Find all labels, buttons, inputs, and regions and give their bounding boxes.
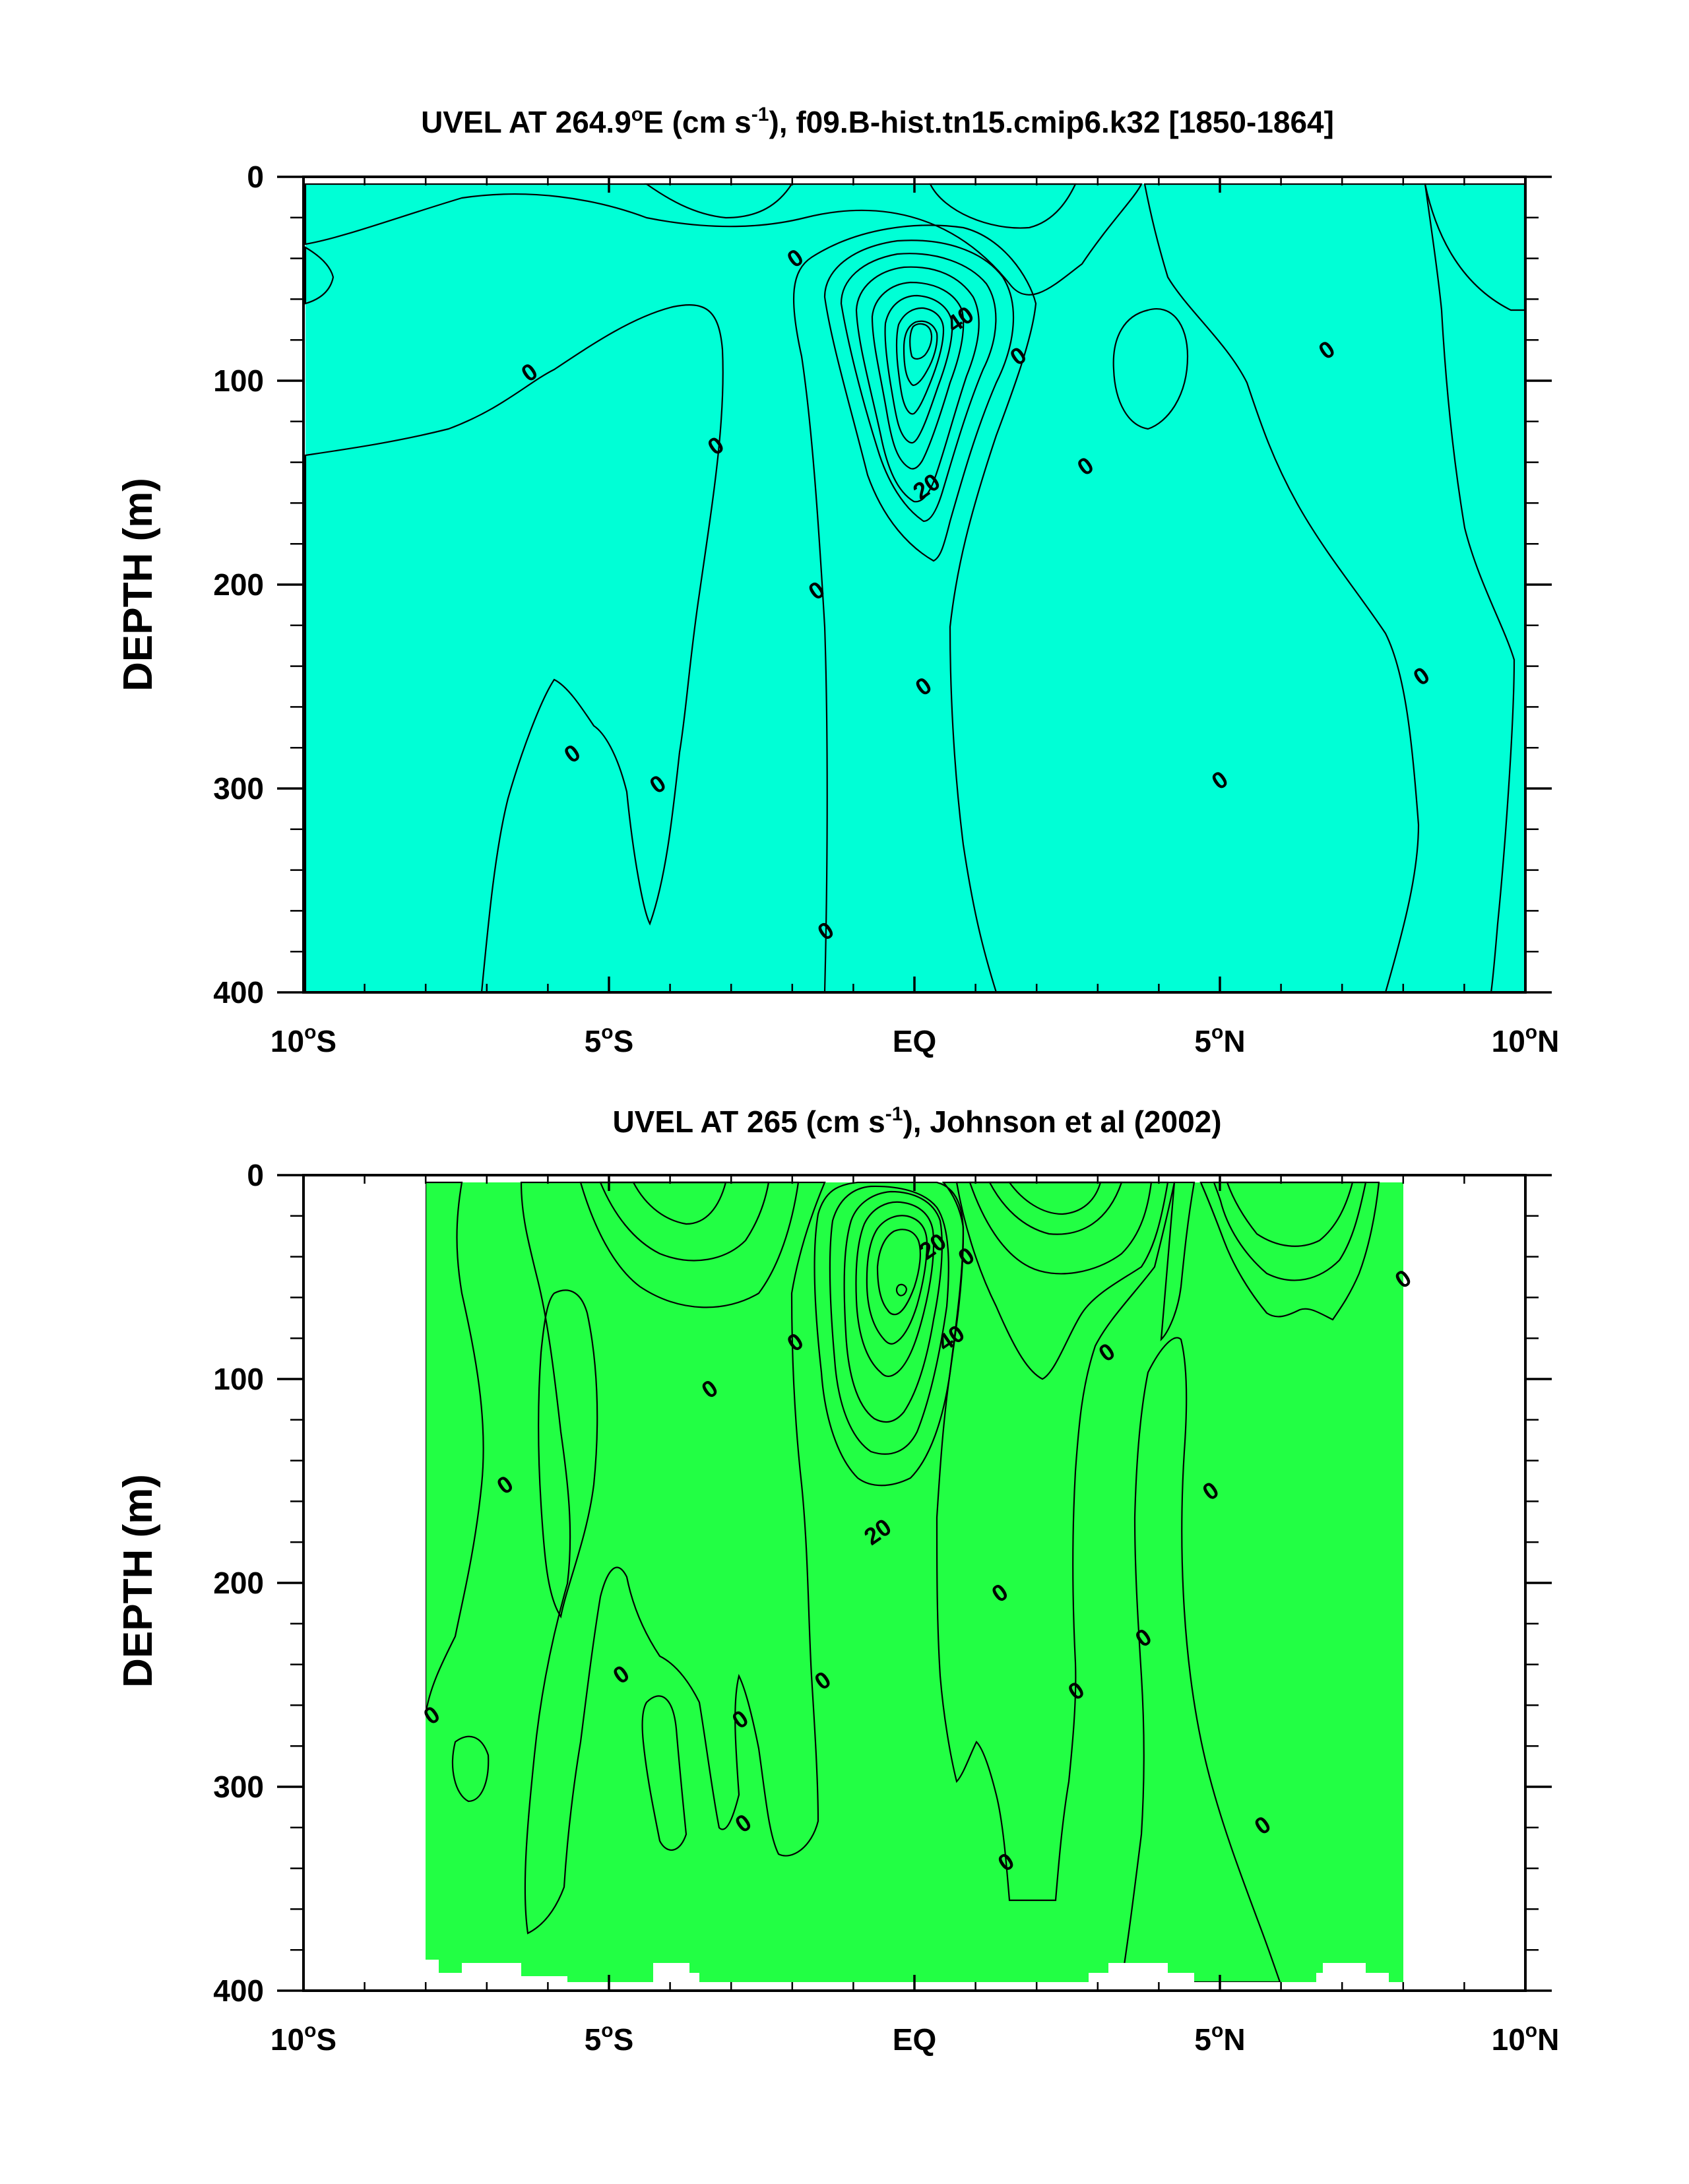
fill-p25-east-surface: [1226, 1181, 1354, 1247]
mask-right: [1403, 1175, 1525, 1991]
field-background: [426, 1182, 1403, 1982]
fill-p10-euc: [823, 240, 1015, 562]
panel-title: UVEL AT 265 (cm s-1), Johnson et al (200…: [612, 1103, 1221, 1139]
fill-p5-west-edge: [304, 246, 335, 305]
axis-ticks: 10oS 5oS EQ 5oN 10oN 0 100 200 300 400: [213, 1158, 1559, 2057]
y-tick-label: 0: [247, 1158, 264, 1192]
axis-ticks: 10oS 5oS EQ 5oN 10oN 0 100 200 300 400: [213, 160, 1559, 1058]
fill-p0-col2: [936, 1181, 1176, 1902]
y-tick-label: 0: [247, 160, 264, 194]
y-tick-label: 100: [213, 364, 264, 398]
fill-p0-blob-sw: [451, 1735, 490, 1803]
fill-p10-euc: [813, 1181, 965, 1487]
x-tick-label: 5oN: [1194, 1021, 1245, 1058]
y-axis-label: DEPTH (m): [115, 1474, 161, 1688]
mask-left: [303, 1175, 426, 1991]
mask-bottom-4: [1316, 1963, 1389, 1982]
x-tick-label: 10oN: [1492, 2020, 1560, 2057]
y-tick-label: 300: [213, 1770, 264, 1804]
fill-p10-east: [1112, 308, 1189, 430]
fill-p30-euc: [866, 1215, 928, 1345]
fill-m20-b: [988, 1181, 1123, 1235]
fill-p15-euc: [829, 1185, 949, 1455]
mask-bottom-3: [1089, 1963, 1194, 1982]
field-background: [305, 184, 1525, 992]
x-tick-label: 10oS: [271, 2020, 336, 2057]
x-tick-label: EQ: [893, 1024, 936, 1058]
y-tick-label: 300: [213, 771, 264, 806]
fill-m10-b: [929, 183, 1077, 229]
fill-m20-a: [632, 1181, 727, 1225]
fill-p0-east-strip: [1160, 1181, 1195, 1341]
x-tick-label: 10oN: [1492, 1021, 1560, 1058]
fill-p30-euc: [884, 294, 953, 444]
y-tick-label: 400: [213, 975, 264, 1010]
fill-p25-euc: [855, 1201, 935, 1378]
x-tick-label: 5oS: [585, 1021, 634, 1058]
fill-p10-east-surface: [1199, 1181, 1380, 1321]
fill-p20-east-surface: [1213, 1181, 1367, 1281]
fill-p0-col1: [520, 1181, 826, 1935]
x-tick-label: 5oS: [585, 2020, 634, 2057]
fill-p0-west: [424, 1181, 484, 1716]
y-axis-label: DEPTH (m): [115, 478, 161, 691]
contour-field: [304, 183, 1525, 992]
fill-p20-euc: [843, 1190, 943, 1423]
fill-m30-b: [1007, 1181, 1102, 1215]
fill-p40-euc: [895, 1283, 908, 1297]
fill-p0-blob-s: [641, 1695, 687, 1851]
contour-field: [303, 1175, 1525, 1991]
panel-observations: UVEL AT 265 (cm s-1), Johnson et al (200…: [115, 1103, 1559, 2057]
fill-p5-west: [304, 304, 724, 992]
panel-title: UVEL AT 264.9oE (cm s-1), f09.B-hist.tn1…: [421, 104, 1334, 139]
fill-p0-col3: [1120, 1337, 1281, 1983]
fill-p5-east: [1143, 183, 1515, 992]
fill-p20-euc: [855, 266, 980, 503]
x-tick-label: 5oN: [1194, 2020, 1245, 2057]
y-tick-label: 400: [213, 1974, 264, 2008]
panel-model: UVEL AT 264.9oE (cm s-1), f09.B-hist.tn1…: [115, 104, 1559, 1058]
fill-m5-a: [579, 1181, 800, 1308]
fill-p50-euc: [909, 323, 933, 360]
y-tick-label: 100: [213, 1362, 264, 1396]
y-tick-label: 200: [213, 567, 264, 602]
fill-p40-euc: [903, 320, 938, 387]
fill-m5: [304, 183, 1143, 296]
fill-m5-b: [955, 1181, 1169, 1380]
fill-p35-euc: [876, 1229, 921, 1316]
x-tick-label: 10oS: [271, 1021, 336, 1058]
fill-p35-euc: [895, 307, 945, 415]
x-tick-label: EQ: [893, 2022, 936, 2057]
fill-m5-east: [1424, 183, 1525, 311]
y-tick-label: 200: [213, 1566, 264, 1600]
fill-p5-central: [792, 224, 1037, 992]
fill-m10-a: [599, 1181, 770, 1262]
mask-bottom: [426, 1960, 567, 1982]
fill-p10-west: [538, 1289, 598, 1619]
mask-bottom-2: [653, 1963, 699, 1982]
fill-m10: [644, 183, 794, 219]
fill-p25-euc: [871, 281, 965, 470]
fill-m10-b: [969, 1181, 1153, 1275]
fill-p15-euc: [840, 253, 997, 523]
